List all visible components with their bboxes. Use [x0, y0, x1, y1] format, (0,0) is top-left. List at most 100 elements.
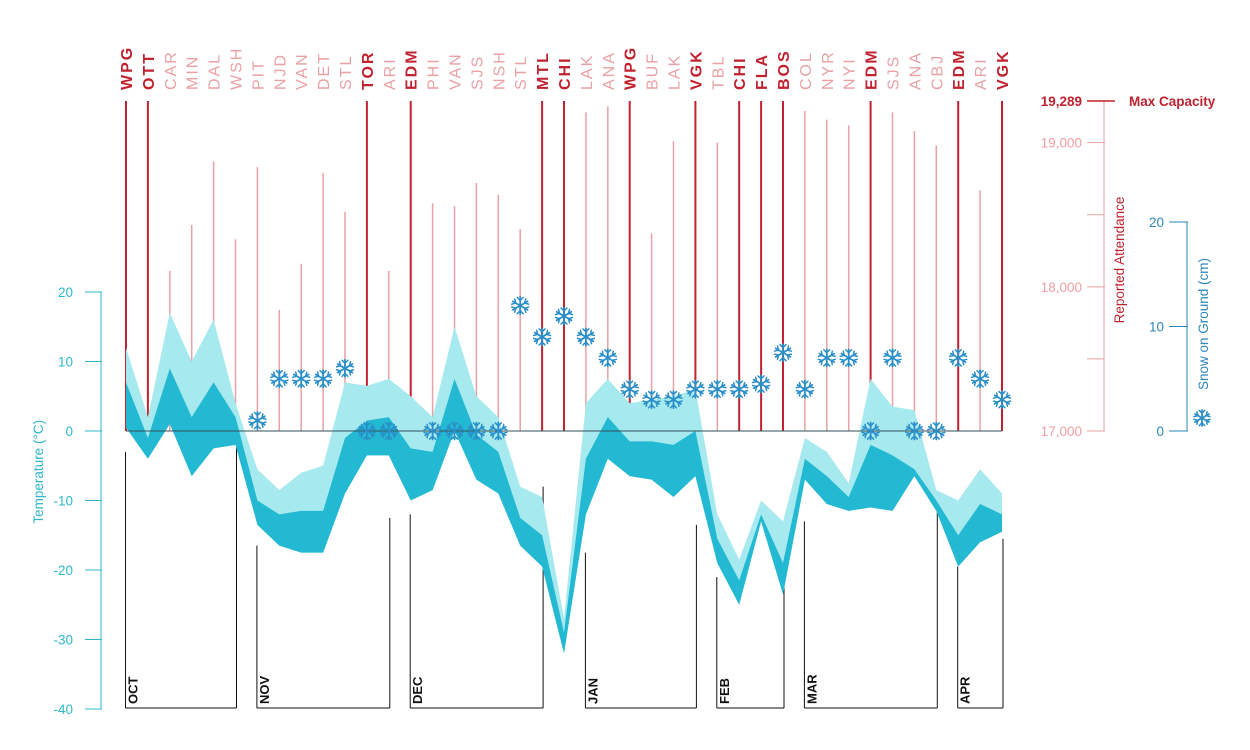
snowflake-icon: [948, 348, 968, 368]
snowflake-tip: [589, 329, 596, 337]
snowflake-icon: [992, 390, 1012, 410]
opponent-label: LAK: [579, 54, 596, 90]
snowflake-tip: [1005, 400, 1012, 408]
snowflake-tip: [291, 371, 298, 379]
snowflake-tip: [801, 380, 809, 386]
snow-tick-label: 10: [1149, 320, 1164, 335]
snowflake-arm: [576, 329, 596, 345]
snowflake-tip: [633, 381, 639, 389]
snowflake-arm: [905, 423, 924, 439]
snowflake-tip: [888, 349, 897, 354]
snowflake-tip: [445, 431, 452, 439]
snowflake-tip: [830, 350, 837, 358]
snowflake-arm: [248, 413, 267, 428]
snowflake-tip: [861, 431, 868, 439]
snowflake-tip: [450, 422, 459, 427]
opponent-label: WPG: [623, 46, 640, 90]
snowflake-tip: [428, 422, 437, 427]
snowflake-tip: [620, 389, 627, 397]
snowflake-icon: [905, 421, 924, 441]
snowflake-tip: [751, 376, 758, 384]
snowflake-tip: [917, 431, 924, 439]
opponent-label: VAN: [294, 52, 311, 90]
snow-tick-label: 0: [1156, 424, 1164, 439]
snowflake-tip: [735, 393, 743, 399]
opponent-label: BOS: [776, 49, 793, 90]
opponent-label: STL: [338, 55, 355, 90]
snowflake-arm: [817, 350, 837, 366]
temperature-core-band: [126, 368, 1002, 654]
snowflake-arm: [664, 392, 683, 408]
snowflake-tip: [905, 431, 911, 439]
snowflake-tip: [795, 381, 802, 389]
snow-tick-label: 20: [1149, 215, 1164, 230]
snowflake-tip: [691, 393, 700, 399]
snowflake-tip: [664, 400, 671, 408]
snowflake-tip: [357, 431, 364, 439]
snowflake-tip: [708, 381, 714, 389]
snowflake-tip: [297, 382, 305, 388]
snowflake-arm: [489, 423, 508, 439]
opponent-label: CHI: [557, 56, 574, 90]
snowflake-tip: [839, 350, 846, 358]
opponent-label: CHI: [732, 56, 749, 90]
snowflake-tip: [501, 423, 508, 431]
snowflake-tip: [669, 390, 678, 396]
snowflake-arm: [773, 345, 793, 360]
snowflake-tip: [589, 337, 596, 345]
snowflake-icon: [532, 327, 552, 347]
snowflake-arm: [883, 350, 902, 366]
snowflake-tip: [341, 372, 349, 378]
snowflake-arm: [795, 381, 815, 397]
attendance-tick-label: 19,000: [1041, 136, 1082, 151]
snowflake-tip: [260, 413, 267, 420]
snowflake-arm: [642, 392, 661, 408]
snowflake-tip: [664, 392, 671, 399]
snowflake-tip: [304, 371, 311, 379]
snowflake-tip: [445, 423, 452, 431]
snowflake-tip: [1198, 421, 1206, 427]
snowflake-icon: [554, 306, 574, 326]
month-label: OCT: [126, 677, 141, 705]
snowflake-tip: [998, 390, 1006, 396]
opponent-label: LAK: [667, 54, 684, 90]
snowflake-tip: [642, 392, 649, 399]
snowflake-tip: [348, 360, 355, 368]
snowflake-tip: [598, 350, 605, 358]
snowflake-tip: [910, 435, 919, 440]
snowflake-tip: [633, 389, 639, 397]
temperature-tick-label: -40: [53, 702, 73, 717]
snowflake-tip: [729, 381, 736, 389]
snowflake-tip: [363, 435, 371, 440]
snowflake-tip: [297, 369, 305, 375]
snowflake-tip: [647, 390, 656, 396]
snowflake-tip: [655, 392, 661, 399]
opponent-label: TOR: [360, 51, 377, 90]
snowflake-tip: [625, 380, 634, 386]
attendance-lines: [125, 101, 1003, 431]
month-axis-mar: MAR: [803, 493, 938, 709]
snowflake-tip: [998, 403, 1006, 409]
temperature-tick-label: -10: [53, 494, 73, 509]
snowflake-tip: [516, 309, 524, 315]
snowflake-tip: [248, 421, 254, 428]
snowflake-tip: [642, 400, 649, 408]
snowflake-tip: [489, 423, 495, 431]
snowflake-tip: [795, 389, 802, 397]
snowflake-arm: [445, 423, 464, 439]
attendance-axis-title: Reported Attendance: [1112, 197, 1127, 324]
month-label: FEB: [717, 678, 732, 704]
opponent-label: SJS: [469, 55, 486, 90]
snowflake-arm: [467, 423, 486, 439]
snowflake-icon: [664, 390, 683, 410]
snowflake-icon: [313, 369, 333, 389]
snowflake-arm: [335, 360, 355, 376]
snowflake-tip: [379, 431, 386, 439]
snowflake-tip: [379, 423, 386, 431]
snowflake-tip: [773, 345, 780, 352]
snowflake-tip: [275, 369, 284, 375]
opponent-label: FLA: [754, 53, 771, 90]
opponent-label: ARI: [973, 57, 990, 90]
snowflake-tip: [691, 380, 700, 386]
